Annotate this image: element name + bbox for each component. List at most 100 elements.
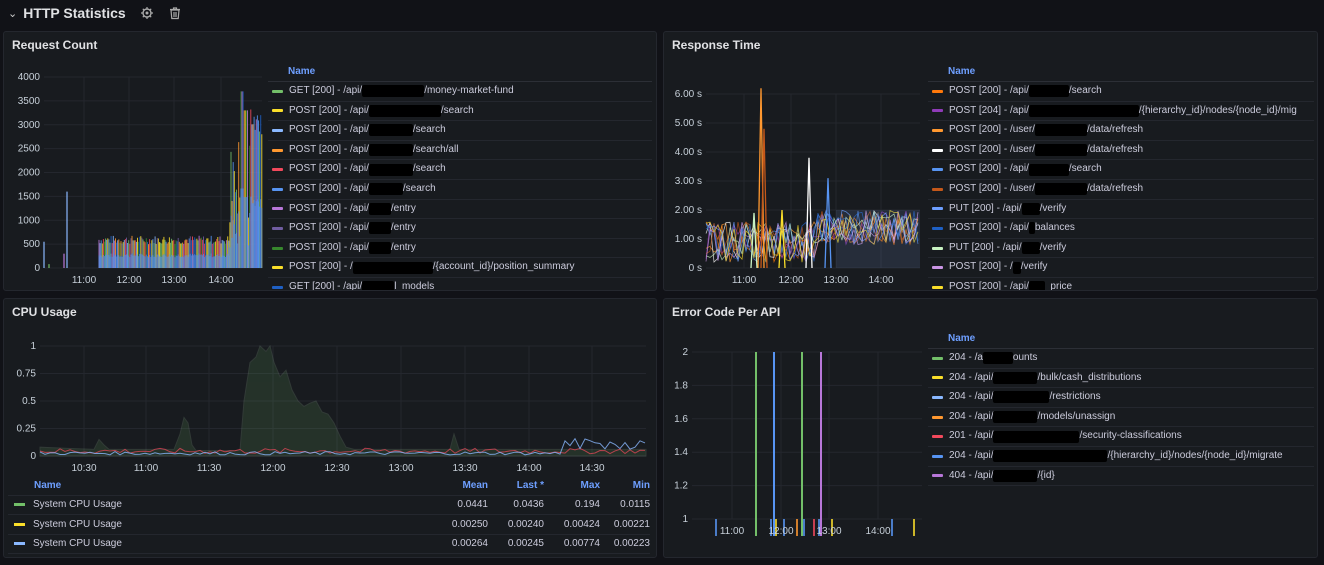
redaction-block xyxy=(1034,124,1087,137)
legend-label-prefix: POST [200] - /user/ xyxy=(949,124,1035,136)
table-row[interactable]: System CPU Usage 0.00264 0.00245 0.00774 0.0… xyxy=(8,535,650,554)
legend-item[interactable]: PUT [200] - /api/ /verify xyxy=(928,200,1314,220)
request-count-chart[interactable]: 4000 3500 3000 2500 2000 1500 1000 500 0 11:00 12:… xyxy=(4,32,266,290)
cpu-usage-title: CPU Usage xyxy=(12,305,77,319)
legend-label-prefix: POST [200] - / xyxy=(289,261,353,273)
gear-icon[interactable] xyxy=(140,6,154,20)
legend-item[interactable]: POST [200] - /user/ /data/refresh xyxy=(928,180,1314,200)
legend-item[interactable]: POST [200] - /api/ /search xyxy=(268,180,652,200)
cell-mean: 0.00250 xyxy=(451,518,488,530)
y-tick-label: 1 xyxy=(30,341,36,352)
legend-item[interactable]: POST [200] - / /verify xyxy=(928,258,1314,278)
legend-item[interactable]: GET [200] - /api/ /money-market-fund xyxy=(268,82,652,102)
legend-item[interactable]: POST [200] - /api/ /entry xyxy=(268,239,652,259)
legend-item[interactable]: POST [204] - /api/ /{hierarchy_id}/nodes/… xyxy=(928,102,1314,122)
legend-item[interactable]: GET [200] - /api/l_models xyxy=(268,278,652,290)
table-row[interactable]: System CPU Usage 0.00250 0.00240 0.00424 0.0… xyxy=(8,515,650,535)
series-swatch xyxy=(272,246,283,250)
legend-item[interactable]: POST [200] - /api/ /search xyxy=(268,160,652,180)
cell-min: 0.00221 xyxy=(613,518,650,530)
redaction-block xyxy=(1021,242,1040,255)
col-name[interactable]: Name xyxy=(34,479,62,491)
row-title[interactable]: HTTP Statistics xyxy=(23,5,126,21)
error-code-chart[interactable]: 2 1.8 1.6 1.4 1.2 1 11:00 12:00 13:00 14:00 xyxy=(664,299,926,557)
trash-icon[interactable] xyxy=(168,6,182,20)
x-tick-label: 11:00 xyxy=(720,526,745,537)
legend-item[interactable]: POST [200] - /api/ /search xyxy=(928,82,1314,102)
legend-item[interactable]: 404 - /api/ /{id} xyxy=(928,467,1314,487)
legend-label-suffix: /verify xyxy=(1039,202,1067,214)
chevron-down-icon[interactable]: ⌄ xyxy=(8,7,18,20)
legend-item[interactable]: POST [200] - /api/ /search/all xyxy=(268,141,652,161)
cell-min: 0.00223 xyxy=(613,538,650,550)
x-tick-label: 14:00 xyxy=(868,275,893,286)
cell-mean: 0.0441 xyxy=(457,499,488,511)
legend-label-suffix: /search xyxy=(440,104,474,116)
legend-label-suffix: /entry xyxy=(390,202,416,214)
x-tick-label: 12:00 xyxy=(116,275,141,286)
legend-item[interactable]: POST [200] - /api/ _price xyxy=(928,278,1314,291)
y-tick-label: 4000 xyxy=(18,72,41,83)
legend-item[interactable]: 204 - /api/ /models/unassign xyxy=(928,408,1314,428)
cpu-series-blue xyxy=(39,437,646,456)
col-mean[interactable]: Mean xyxy=(462,479,488,491)
legend-item[interactable]: POST [200] - /api/ /entry xyxy=(268,200,652,220)
redaction-block xyxy=(1021,202,1040,215)
series-swatch xyxy=(932,395,943,399)
table-row[interactable]: System CPU Usage 0.0441 0.0436 0.194 0.0115 xyxy=(8,496,650,515)
response-time-panel[interactable]: Response Time 6.00 s 5.00 s 4.00 s 3.00 s 2.… xyxy=(663,31,1318,291)
error-code-panel[interactable]: Error Code Per API 2 1.8 1.6 1.4 1.2 1 11:00 12… xyxy=(663,298,1318,558)
x-tick-label: 11:00 xyxy=(72,275,97,286)
series-name: System CPU Usage xyxy=(33,538,122,550)
legend-label-prefix: POST [200] - /api/ xyxy=(289,241,369,253)
legend-label-prefix: 204 - /api/ xyxy=(949,410,994,422)
y-tick-label: 3500 xyxy=(18,96,41,107)
legend-item[interactable]: POST [200] - /api/ /search xyxy=(268,102,652,122)
legend-item[interactable]: POST [200] - /api/ /search xyxy=(268,121,652,141)
col-min[interactable]: Min xyxy=(632,479,650,491)
legend-item[interactable]: POST [200] - /user/ /data/refresh xyxy=(928,141,1314,161)
legend-item[interactable]: POST [200] - /api/ /search xyxy=(928,160,1314,180)
legend-label-suffix: /money-market-fund xyxy=(424,85,514,96)
legend-item[interactable]: PUT [200] - /api/ /verify xyxy=(928,239,1314,259)
redaction-block xyxy=(368,163,413,176)
y-tick-label: 2.00 s xyxy=(675,205,702,216)
legend-item[interactable]: 204 - /api/ /restrictions xyxy=(928,388,1314,408)
series-swatch xyxy=(932,435,943,439)
series-swatch xyxy=(932,109,943,113)
request-count-panel[interactable]: Request Count 4000 3500 3000 2500 2000 1500 10… xyxy=(3,31,657,291)
cell-max: 0.194 xyxy=(574,499,600,511)
redaction-block xyxy=(362,85,425,98)
redaction-block xyxy=(368,242,391,255)
redaction-block xyxy=(993,430,1080,443)
cpu-usage-chart[interactable]: 1 0.75 0.5 0.25 0 10:30 11:00 11:30 12:00 12:30 13… xyxy=(4,299,654,479)
legend-item[interactable]: 201 - /api/ /security-classifications xyxy=(928,427,1314,447)
y-tick-label: 0 xyxy=(34,263,40,274)
series-swatch xyxy=(14,542,25,546)
legend-item[interactable]: POST [200] - / /{account_id}/position_sum… xyxy=(268,258,652,278)
x-tick-label: 11:00 xyxy=(134,463,159,474)
legend-item[interactable]: POST [200] - /user/ /data/refresh xyxy=(928,121,1314,141)
redaction-block xyxy=(982,352,1013,365)
legend-label-suffix: /models/unassign xyxy=(1037,410,1116,422)
legend-item[interactable]: POST [200] - /api/ /entry xyxy=(268,219,652,239)
response-time-chart[interactable]: 6.00 s 5.00 s 4.00 s 3.00 s 2.00 s 1.00 s 0 s 1… xyxy=(664,32,926,290)
cpu-stats-table: Name Mean Last * Max Min System CPU Usag… xyxy=(8,476,650,554)
cell-last: 0.00240 xyxy=(507,518,544,530)
legend-item[interactable]: 204 - /api/ /bulk/cash_distributions xyxy=(928,369,1314,389)
col-last[interactable]: Last * xyxy=(516,479,544,491)
legend-label-suffix: /search/all xyxy=(412,143,459,155)
legend-item[interactable]: POST [200] - /api/balances xyxy=(928,219,1314,239)
legend-item[interactable]: 204 - /a ounts xyxy=(928,349,1314,369)
redaction-block xyxy=(1028,104,1139,117)
series-swatch xyxy=(14,522,25,526)
legend-label-prefix: POST [200] - /api/ xyxy=(949,280,1029,291)
legend-label-prefix: POST [204] - /api/ xyxy=(949,104,1029,116)
col-max[interactable]: Max xyxy=(580,479,600,491)
legend-label-suffix: /verify xyxy=(1020,261,1048,273)
legend-label-suffix: /data/refresh xyxy=(1086,143,1144,155)
redaction-block xyxy=(368,104,441,117)
legend-item[interactable]: 204 - /api/ /{hierarchy_id}/nodes/{node_i… xyxy=(928,447,1314,467)
series-swatch xyxy=(272,285,283,289)
series-swatch xyxy=(272,89,283,93)
